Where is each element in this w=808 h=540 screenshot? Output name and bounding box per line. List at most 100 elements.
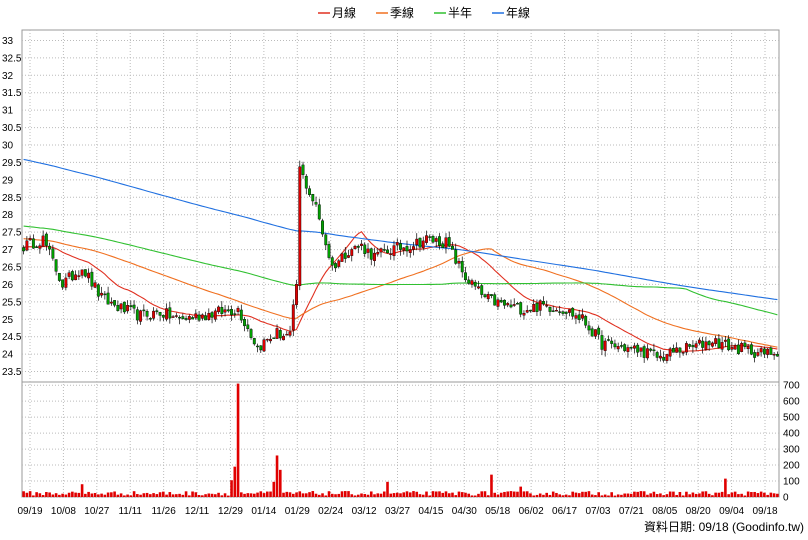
volume-bar-89 — [311, 491, 315, 497]
candle-body-107 — [369, 248, 373, 260]
volume-bar-69 — [246, 493, 250, 497]
volume-tick-2: 500 — [783, 413, 800, 424]
candle-body-192 — [645, 348, 649, 359]
volume-bar-218 — [730, 492, 734, 497]
volume-bar-25 — [103, 494, 107, 497]
chart-legend: 月線 季線 半年 年線 — [318, 5, 530, 20]
volume-bar-217 — [727, 494, 730, 497]
volume-bar-60 — [217, 492, 220, 497]
volume-bar-221 — [740, 493, 743, 497]
candle-body-116 — [399, 243, 402, 250]
volume-bar-0 — [22, 491, 25, 497]
volume-bar-66 — [236, 383, 240, 497]
x-tick-3: 11/11 — [118, 506, 142, 517]
volume-bar-151 — [512, 491, 516, 497]
x-tick-18: 07/21 — [619, 506, 644, 517]
price-tick-14: 26 — [2, 280, 14, 291]
candle-body-31 — [122, 301, 126, 313]
candle-body-212 — [710, 342, 714, 347]
candle-body-74 — [262, 339, 266, 352]
candle-body-184 — [619, 345, 623, 347]
candle-body-217 — [727, 338, 731, 351]
volume-bar-17 — [77, 492, 81, 497]
candle-body-125 — [428, 236, 432, 238]
candle-body-47 — [174, 315, 178, 317]
candle-body-179 — [603, 340, 607, 351]
volume-bar-47 — [175, 494, 178, 497]
volume-bar-83 — [291, 493, 295, 497]
candle-body-92 — [321, 220, 324, 235]
volume-bar-150 — [509, 491, 513, 497]
candle-body-63 — [226, 309, 230, 312]
volume-bar-71 — [252, 493, 256, 497]
volume-bar-215 — [720, 491, 724, 497]
volume-bar-1 — [25, 492, 29, 497]
volume-bar-197 — [662, 495, 665, 497]
x-tick-13: 04/30 — [452, 506, 477, 517]
volume-bar-219 — [733, 491, 737, 497]
candle-body-9 — [51, 248, 55, 259]
candle-body-216 — [723, 339, 727, 342]
volume-bar-183 — [616, 494, 620, 497]
candle-body-197 — [662, 356, 666, 361]
volume-bar-196 — [659, 493, 662, 497]
candle-body-89 — [311, 194, 315, 202]
candle-body-198 — [665, 354, 669, 361]
volume-bar-165 — [558, 494, 561, 497]
candle-body-146 — [496, 299, 500, 307]
legend-label-2: 半年 — [448, 6, 472, 20]
volume-bar-109 — [376, 493, 380, 497]
candle-body-177 — [597, 327, 601, 335]
x-tick-16: 06/17 — [552, 506, 577, 517]
candle-body-2 — [28, 238, 32, 241]
volume-tick-6: 100 — [783, 477, 800, 488]
candle-body-6 — [41, 235, 45, 247]
volume-bar-15 — [71, 491, 74, 497]
volume-bar-140 — [477, 493, 480, 497]
volume-bar-28 — [113, 491, 116, 497]
candle-body-111 — [382, 249, 386, 251]
volume-bar-70 — [249, 493, 253, 497]
candle-body-14 — [67, 272, 71, 277]
volume-bar-49 — [181, 494, 185, 497]
candle-body-207 — [694, 343, 698, 348]
candle-body-46 — [171, 316, 175, 318]
candle-body-42 — [158, 312, 162, 316]
volume-bar-56 — [204, 494, 207, 497]
candle-body-26 — [106, 292, 110, 305]
candle-body-157 — [532, 304, 536, 313]
candle-body-40 — [152, 310, 156, 319]
candle-body-221 — [740, 342, 744, 352]
x-tick-7: 01/14 — [251, 506, 276, 517]
candle-body-176 — [594, 329, 597, 337]
candle-body-38 — [145, 311, 149, 317]
volume-tick-5: 200 — [783, 461, 800, 472]
candle-body-70 — [249, 329, 253, 338]
candle-body-112 — [386, 249, 389, 254]
volume-bar-88 — [308, 492, 311, 497]
volume-bar-40 — [152, 493, 155, 497]
volume-bar-186 — [626, 493, 630, 497]
volume-bar-201 — [675, 494, 678, 497]
volume-bar-184 — [620, 494, 623, 497]
candle-body-96 — [334, 263, 337, 269]
candle-body-182 — [613, 343, 617, 348]
price-plot-frame — [21, 29, 780, 383]
volume-bar-182 — [613, 495, 617, 497]
volume-bar-107 — [369, 491, 373, 497]
candle-body-130 — [444, 237, 448, 248]
volume-bar-229 — [766, 494, 769, 497]
volume-bar-227 — [759, 491, 763, 497]
volume-bar-18 — [80, 484, 84, 497]
candle-body-188 — [632, 345, 636, 349]
candle-body-37 — [142, 309, 146, 312]
volume-bar-131 — [447, 493, 451, 497]
volume-bar-174 — [587, 491, 591, 497]
volume-bar-128 — [438, 491, 441, 497]
volume-tick-0: 700 — [783, 381, 800, 392]
candle-body-128 — [438, 236, 441, 246]
volume-bar-207 — [694, 493, 698, 497]
candle-body-156 — [529, 309, 532, 312]
candle-body-203 — [681, 352, 685, 354]
